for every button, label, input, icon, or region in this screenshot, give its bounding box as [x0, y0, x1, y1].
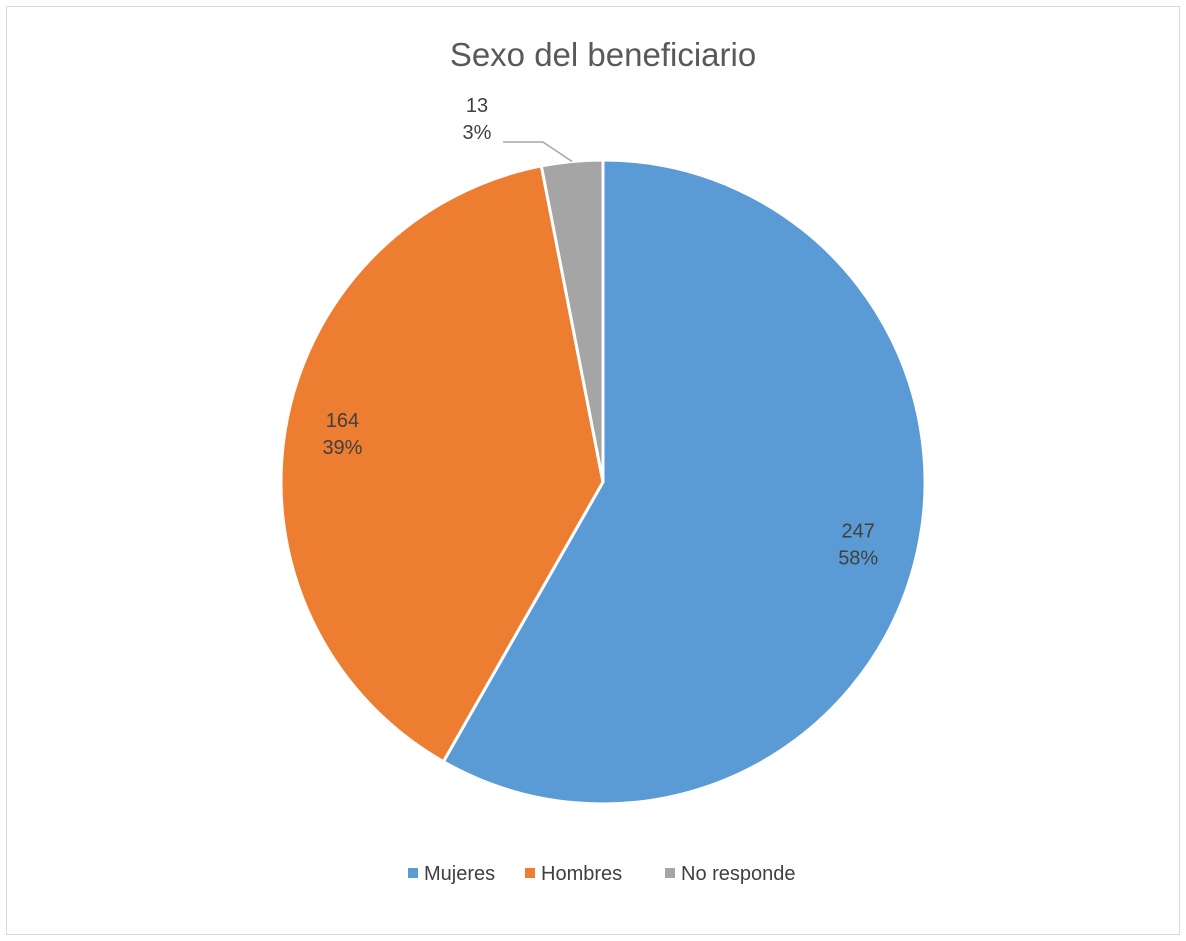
data-label-percent-no-responde: 3% — [463, 122, 492, 144]
data-label-value-no-responde: 13 — [466, 95, 488, 117]
legend-label-no-responde: No responde — [681, 863, 796, 885]
legend-swatch-no-responde — [665, 868, 675, 878]
legend-label-hombres: Hombres — [541, 863, 622, 885]
chart-title: Sexo del beneficiario — [450, 36, 756, 73]
legend-label-mujeres: Mujeres — [424, 863, 495, 885]
pie-slice-mujeres — [441, 158, 927, 806]
data-label-value-mujeres: 247 — [842, 521, 875, 543]
pie-slices — [279, 158, 927, 806]
data-labels: 247 58% 164 39% 13 3% — [322, 95, 878, 570]
legend-swatch-mujeres — [408, 868, 418, 878]
legend-swatch-hombres — [525, 868, 535, 878]
leader-line-no-responde — [503, 141, 573, 163]
data-label-percent-mujeres: 58% — [838, 548, 878, 570]
pie-slice-no-responde — [539, 158, 605, 483]
data-label-value-hombres: 164 — [326, 410, 359, 432]
pie-slice-hombres — [279, 164, 605, 764]
legend: Mujeres Hombres No responde — [408, 863, 796, 885]
data-label-percent-hombres: 39% — [322, 437, 362, 459]
